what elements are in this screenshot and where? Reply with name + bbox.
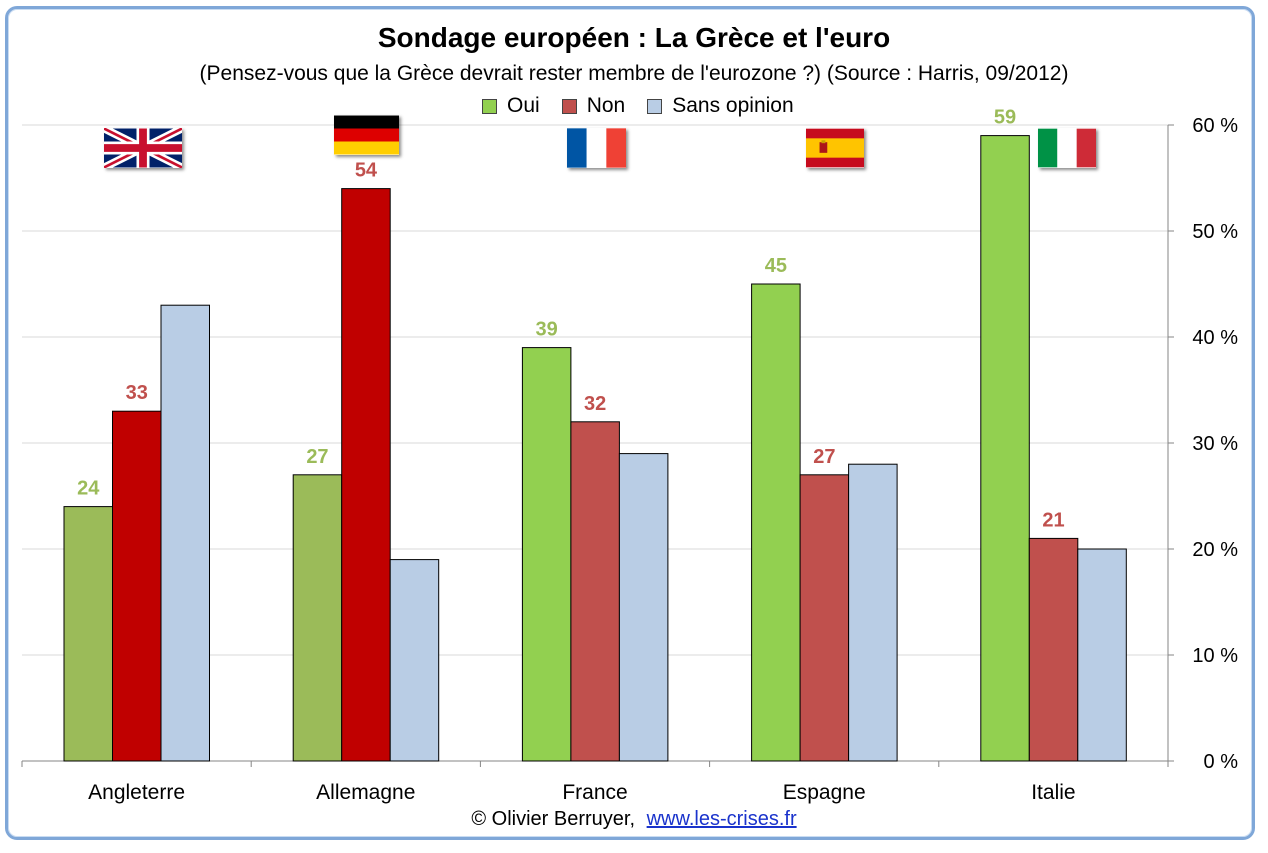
y-tick-label: 30 % [1192,433,1238,455]
legend-item-non: Non [561,94,626,118]
bar-oui-espagne [751,283,801,762]
y-tick-label: 20 % [1192,539,1238,561]
data-label: 32 [584,393,606,415]
y-tick-label: 0 % [1204,751,1239,773]
germany-flag [334,115,399,155]
bar-non-angleterre [112,410,162,762]
y-tick-label: 50 % [1192,221,1238,243]
legend-item-oui: Oui [482,94,540,118]
bar-non-italie [1028,537,1079,762]
bar-non-france [570,421,620,762]
legend-swatch-oui [482,98,497,114]
data-label: 33 [126,382,148,404]
credit-line: © Olivier Berruyer, www.les-crises.fr [0,808,1268,831]
y-tick-label: 40 % [1192,327,1238,349]
data-label: 27 [306,446,328,468]
data-label: 21 [1042,509,1064,531]
data-label: 27 [813,446,835,468]
credit-link[interactable]: www.les-crises.fr [646,808,797,830]
bar-oui-italie [980,135,1030,762]
legend: Oui Non Sans opinion [482,94,816,118]
legend-swatch-sans-opinion [647,98,663,114]
bar-sans-opinion-allemagne [389,559,440,762]
legend-item-sans-opinion: Sans opinion [647,94,794,118]
y-tick-label: 10 % [1192,645,1238,667]
data-label: 54 [355,160,378,182]
legend-label-oui: Oui [507,94,540,117]
legend-label-non: Non [586,94,626,117]
legend-swatch-non [561,98,577,114]
legend-label-sans-opinion: Sans opinion [672,94,794,117]
x-tick-label: France [562,781,627,804]
spain-flag [806,128,864,168]
bar-sans-opinion-italie [1077,548,1127,762]
bar-sans-opinion-angleterre [160,304,210,762]
bar-non-allemagne [341,188,391,762]
data-label: 39 [536,319,558,341]
chart-subtitle: (Pensez-vous que la Grèce devrait rester… [199,62,1069,85]
x-tick-label: Italie [1031,781,1075,804]
data-label: 59 [994,107,1016,129]
bar-sans-opinion-france [618,453,669,762]
data-label: 24 [77,478,100,500]
bar-oui-angleterre [63,506,113,762]
credit-author: © Olivier Berruyer, [471,808,636,830]
y-tick-label: 60 % [1192,115,1238,137]
bar-sans-opinion-espagne [848,463,898,762]
bar-oui-allemagne [292,474,343,762]
uk-flag [104,128,182,168]
bar-oui-france [521,347,572,762]
x-tick-label: Angleterre [88,781,185,804]
x-tick-label: Espagne [783,781,866,804]
france-flag [567,128,626,168]
x-tick-label: Allemagne [316,781,415,804]
italy-flag [1038,128,1096,168]
data-label: 45 [765,255,787,277]
bar-non-espagne [799,474,850,762]
chart-title: Sondage européen : La Grèce et l'euro [377,22,891,53]
